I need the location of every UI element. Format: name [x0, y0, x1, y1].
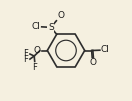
Text: F: F — [32, 63, 37, 72]
Text: O: O — [34, 46, 41, 55]
Text: F: F — [23, 48, 28, 58]
Text: S: S — [48, 23, 54, 32]
Text: O: O — [89, 58, 96, 67]
Text: O: O — [58, 11, 65, 20]
Text: Cl: Cl — [32, 22, 41, 31]
Text: Cl: Cl — [101, 45, 110, 55]
Text: F: F — [23, 55, 28, 64]
